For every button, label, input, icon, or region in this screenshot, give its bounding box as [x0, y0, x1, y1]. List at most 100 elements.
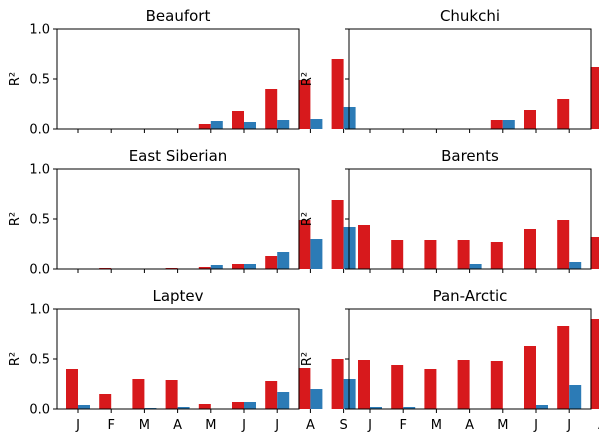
- bar-red: [232, 111, 244, 129]
- bar-blue: [277, 252, 290, 269]
- bar-red: [358, 360, 370, 409]
- x-tick-label: A: [306, 418, 315, 433]
- bar-red: [590, 67, 599, 129]
- bar-red: [557, 326, 570, 409]
- bar-blue: [343, 227, 356, 269]
- bar-red: [457, 240, 470, 269]
- bar-red: [524, 229, 536, 269]
- bar-red: [391, 365, 404, 409]
- y-axis-label: R²: [300, 72, 315, 86]
- y-tick-label: 0.5: [29, 73, 50, 88]
- x-tick-label: J: [367, 418, 372, 433]
- x-tick-label: S: [339, 418, 347, 433]
- bar-red: [132, 379, 145, 409]
- x-tick-label: M: [139, 418, 150, 433]
- bar-red: [490, 120, 503, 129]
- bar-blue: [277, 120, 290, 129]
- y-tick-label: 0.0: [29, 123, 50, 138]
- y-tick-label: 1.0: [29, 163, 50, 178]
- bar-blue: [78, 405, 90, 409]
- bar-blue: [310, 389, 323, 409]
- bar-red: [165, 380, 178, 409]
- plot-frame: [56, 28, 300, 130]
- panel-title: Beaufort: [146, 7, 211, 25]
- plot-frame: [348, 308, 592, 410]
- chart-panel: Pan-Arctic R² J F M A M J J A S: [300, 287, 599, 433]
- plot-frame: [56, 308, 300, 410]
- y-tick-label: 0.0: [29, 263, 50, 278]
- y-axis-label: R²: [8, 72, 23, 86]
- x-tick-label: M: [497, 418, 508, 433]
- plot-frame: [56, 168, 300, 270]
- bar-red: [590, 237, 599, 269]
- bar-red: [298, 80, 311, 129]
- bar-red: [198, 124, 211, 129]
- bar-red: [232, 264, 244, 269]
- bar-blue: [502, 120, 515, 129]
- bar-red: [198, 267, 211, 269]
- y-tick-label: 0.5: [29, 353, 50, 368]
- bar-blue: [210, 265, 223, 269]
- chart-panel: Laptev R² J F M A M J J A S 0.0 0.5 1.0: [8, 287, 356, 433]
- x-tick-label: A: [173, 418, 182, 433]
- y-axis-label: R²: [300, 212, 315, 226]
- bar-red: [557, 220, 570, 269]
- x-tick-label: M: [431, 418, 442, 433]
- chart-panel: Barents R²: [300, 147, 599, 273]
- x-tick-label: A: [465, 418, 474, 433]
- x-tick-label: J: [566, 418, 571, 433]
- panel-title: East Siberian: [129, 147, 228, 165]
- bar-blue: [244, 264, 256, 269]
- bar-blue: [343, 379, 356, 409]
- x-tick-label: F: [107, 418, 114, 433]
- bar-red: [331, 200, 344, 269]
- bar-red: [331, 59, 344, 129]
- bar-red: [391, 240, 404, 269]
- bar-red: [265, 89, 278, 129]
- bar-red: [424, 369, 437, 409]
- panel-title: Chukchi: [440, 7, 500, 25]
- bar-red: [298, 220, 311, 269]
- bar-blue: [569, 385, 582, 409]
- y-tick-label: 1.0: [29, 23, 50, 38]
- x-tick-label: M: [205, 418, 216, 433]
- bar-blue: [277, 392, 290, 409]
- bar-blue: [310, 239, 323, 269]
- bar-red: [457, 360, 470, 409]
- bar-blue: [370, 407, 382, 409]
- bar-red: [557, 99, 570, 129]
- y-tick-label: 1.0: [29, 303, 50, 318]
- bar-red: [265, 381, 278, 409]
- panel-title: Laptev: [152, 287, 203, 305]
- bar-red: [490, 242, 503, 269]
- y-tick-label: 0.0: [29, 403, 50, 418]
- bar-blue: [244, 402, 256, 409]
- x-tick-label: J: [274, 418, 279, 433]
- bar-blue: [210, 121, 223, 129]
- bar-red: [358, 225, 370, 269]
- chart-panel: Beaufort R² 0.0 0.5 1.0: [8, 7, 356, 138]
- bar-blue: [569, 262, 582, 269]
- x-tick-label: A: [598, 418, 599, 433]
- bar-red: [198, 404, 211, 409]
- x-tick-label: J: [75, 418, 80, 433]
- bar-blue: [343, 107, 356, 129]
- bar-blue: [403, 407, 416, 409]
- bar-red: [331, 359, 344, 409]
- x-tick-label: J: [241, 418, 246, 433]
- panel-title: Barents: [441, 147, 499, 165]
- bar-red: [590, 319, 599, 409]
- y-axis-label: R²: [8, 352, 23, 366]
- bar-blue: [536, 405, 548, 409]
- bar-red: [524, 110, 536, 129]
- bar-blue: [177, 407, 190, 409]
- plot-frame: [348, 168, 592, 270]
- x-tick-label: F: [399, 418, 406, 433]
- y-tick-label: 0.5: [29, 213, 50, 228]
- bar-blue: [244, 122, 256, 129]
- plot-frame: [348, 28, 592, 130]
- y-axis-label: R²: [8, 212, 23, 226]
- chart-panel: East Siberian R² 0.0 0.5 1.0: [8, 147, 356, 278]
- bar-blue: [310, 119, 323, 129]
